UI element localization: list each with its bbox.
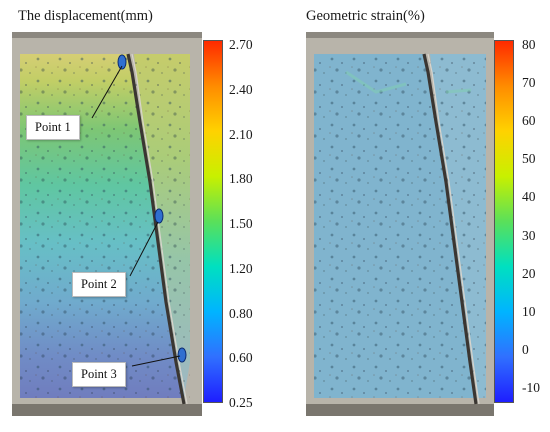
right-colorbar-tick: 0 (522, 341, 529, 357)
point-1-marker (117, 54, 127, 70)
displacement-specimen-image (12, 32, 202, 416)
left-colorbar-tick: 0.25 (229, 395, 253, 410)
left-colorbar-tick: 1.50 (229, 216, 253, 231)
right-colorbar-tick: 50 (522, 151, 536, 167)
left-colorbar-tick: 0.80 (229, 305, 253, 321)
displacement-title: The displacement(mm) (18, 8, 153, 24)
right-colorbar-tick: 70 (522, 75, 536, 91)
strain-specimen-image (306, 32, 494, 416)
strain-title: Geometric strain(%) (306, 8, 425, 24)
right-colorbar-tick: 60 (522, 113, 536, 129)
right-colorbar-tick: 40 (522, 189, 536, 205)
displacement-colorbar (203, 40, 223, 403)
left-colorbar-tick: 1.80 (229, 171, 253, 187)
left-colorbar-tick: 2.10 (229, 126, 253, 142)
right-colorbar-tick: 80 (522, 37, 536, 52)
right-colorbar-tick: 30 (522, 227, 536, 243)
point-3-marker (177, 347, 187, 363)
left-colorbar-tick: 2.70 (229, 37, 253, 52)
point-2-marker (154, 208, 164, 224)
left-colorbar-tick: 2.40 (229, 81, 253, 97)
right-colorbar-tick: 10 (522, 303, 536, 319)
strain-colorbar (494, 40, 514, 403)
point-2-label: Point 2 (72, 272, 126, 297)
point-3-label: Point 3 (72, 362, 126, 387)
point-1-label: Point 1 (26, 115, 80, 140)
right-colorbar-tick: -10 (522, 380, 540, 395)
left-colorbar-tick: 1.20 (229, 260, 253, 276)
right-colorbar-tick: 20 (522, 265, 536, 281)
left-colorbar-tick: 0.60 (229, 350, 253, 366)
